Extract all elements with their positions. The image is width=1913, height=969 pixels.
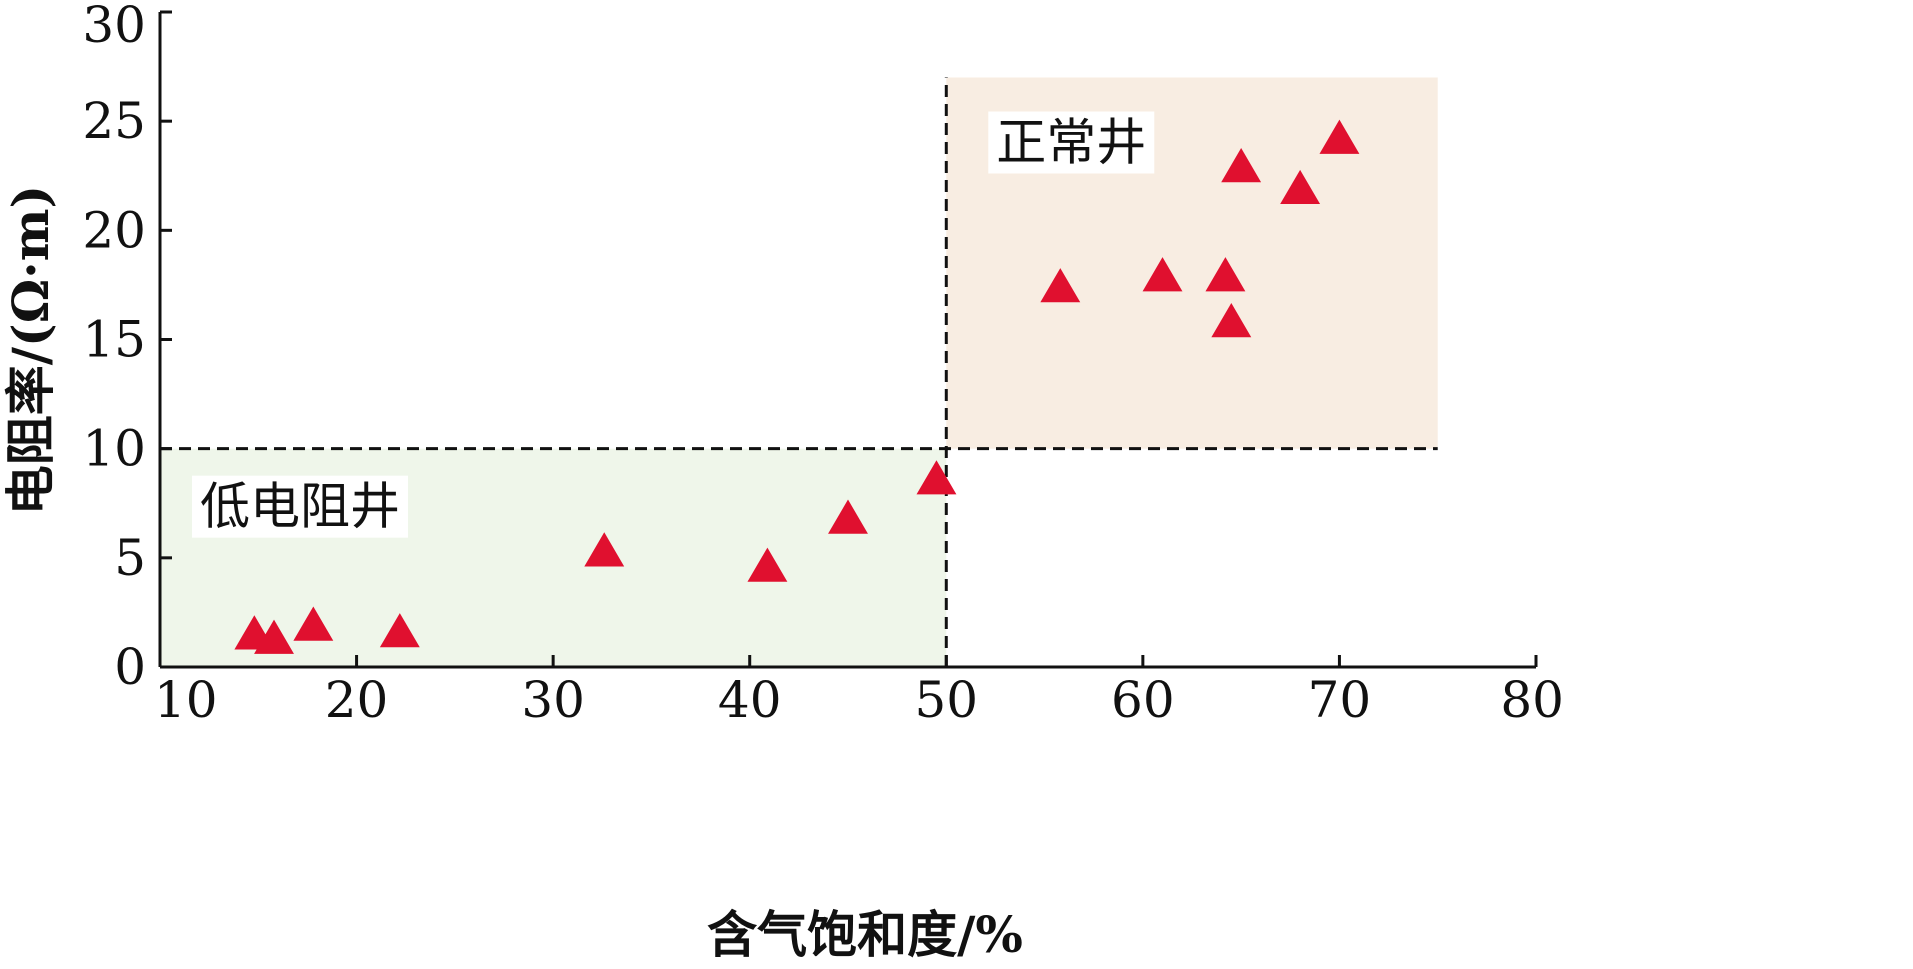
threshold-lines: [160, 77, 1438, 667]
x-tick-label-30: 30: [521, 671, 585, 729]
region-label-0: 低电阻井: [200, 478, 400, 536]
y-tick-label-15: 15: [82, 311, 146, 369]
data-point-4: [584, 532, 625, 567]
data-point-3: [379, 613, 420, 648]
data-point-5: [747, 547, 788, 582]
data-point-14: [1319, 119, 1360, 154]
x-tick-label-60: 60: [1111, 671, 1175, 729]
x-tick-label-80: 80: [1500, 671, 1564, 729]
data-point-2: [293, 606, 334, 641]
region-label-1: 正常井: [996, 114, 1146, 172]
data-point-6: [828, 499, 868, 534]
x-tick-label-20: 20: [325, 671, 389, 729]
x-tick-label-70: 70: [1308, 671, 1372, 729]
regions-layer: 低电阻井 正常井: [160, 77, 1438, 667]
x-tick-label-50: 50: [914, 671, 978, 729]
data-point-1: [254, 619, 294, 654]
data-point-7: [916, 460, 957, 495]
axes: 10 20 30 40 50 60 70 80 0 5 10 15 20 25 30: [82, 0, 1564, 729]
data-point-13: [1280, 169, 1321, 205]
region-label-bg-0: [192, 475, 408, 538]
y-tick-label-0: 0: [114, 638, 146, 696]
data-point-9: [1142, 257, 1183, 292]
data-point-11: [1211, 303, 1252, 338]
x-axis-title: 含气饱和度/%: [707, 905, 1023, 964]
x-tick-label-10: 10: [154, 671, 218, 729]
x-tick-label-40: 40: [718, 671, 782, 729]
data-points: [234, 119, 1360, 654]
y-tick-label-5: 5: [114, 529, 146, 587]
region-label-bg-1: [988, 111, 1155, 174]
y-tick-label-30: 30: [82, 0, 146, 54]
data-point-8: [1040, 268, 1081, 303]
y-axis-title: 电阻率/(Ω·m): [1, 185, 60, 515]
data-point-10: [1205, 257, 1246, 292]
data-point-12: [1221, 148, 1262, 183]
y-tick-label-10: 10: [82, 420, 146, 478]
y-tick-label-25: 25: [82, 92, 146, 150]
y-tick-label-20: 20: [82, 201, 146, 259]
